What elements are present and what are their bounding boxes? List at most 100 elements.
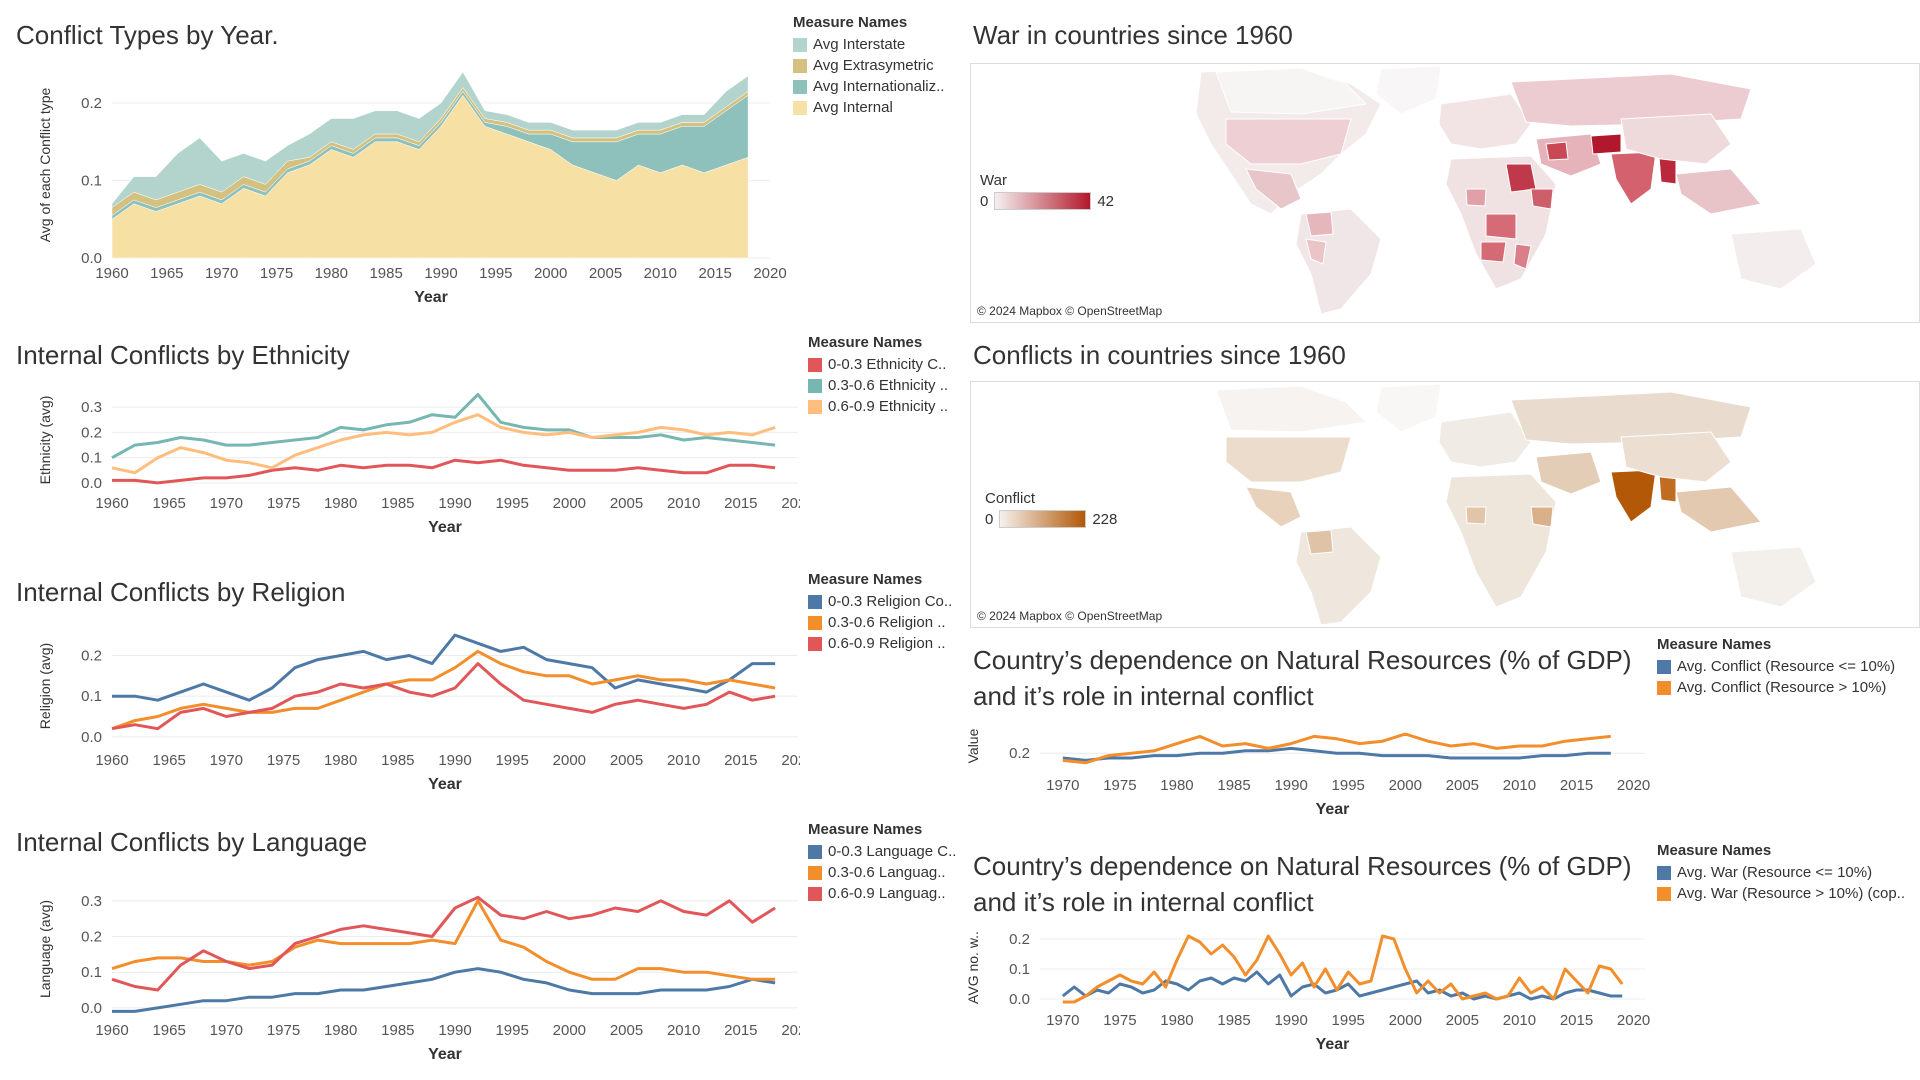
- x-tick-label: 2015: [1560, 1012, 1593, 1029]
- conflict-map-panel: Conflicts in countries since 1960 Confli…: [965, 330, 1920, 630]
- map-country-southeast-asia: [1675, 486, 1762, 533]
- x-axis-label: Year: [1316, 1036, 1350, 1053]
- x-tick-label: 2000: [553, 495, 586, 512]
- x-tick-label: 1985: [381, 495, 414, 512]
- legend-min: 0: [980, 192, 989, 210]
- legend-item[interactable]: 0.6-0.9 Ethnicity ..: [808, 396, 948, 417]
- y-tick-label: 0.1: [1009, 961, 1030, 978]
- ethnicity-chart[interactable]: 0.0 0.1 0.2 0.3 1960 1965 1970 1975 1980 1985 1990…: [0, 330, 800, 570]
- legend-item[interactable]: Avg. Conflict (Resource <= 10%): [1657, 656, 1895, 677]
- legend-item[interactable]: 0-0.3 Ethnicity C..: [808, 354, 948, 375]
- x-tick-label: 1970: [205, 265, 238, 282]
- legend-label: Avg Internal: [813, 99, 893, 116]
- x-tick-label: 1995: [479, 265, 512, 282]
- legend-item[interactable]: 0.3-0.6 Religion ..: [808, 612, 952, 633]
- map-country-mexico: [1245, 486, 1302, 528]
- legend-item-internal[interactable]: Avg Internal: [793, 97, 944, 118]
- resource-war-chart[interactable]: 0.0 0.1 0.2 1970 1975 1980 1985 1990 1995 2000 200…: [965, 840, 1655, 1080]
- map-country-colombia: [1305, 211, 1334, 237]
- legend-label: 0.3-0.6 Religion ..: [828, 614, 946, 631]
- x-tick-label: 2000: [553, 1022, 586, 1039]
- y-tick-label: 0.1: [81, 688, 102, 705]
- line-series: [111, 393, 776, 460]
- legend-item[interactable]: 0.3-0.6 Languag..: [808, 862, 956, 883]
- chart-title: Internal Conflicts by Religion: [16, 577, 346, 607]
- map-country-canada: [1215, 67, 1368, 115]
- y-tick-label: 0.2: [81, 95, 102, 112]
- conflict-map[interactable]: Conflict 0 228 © 2024 Mapbox © OpenStree…: [970, 381, 1920, 628]
- chart-legend: Measure Names Avg Interstate Avg Extrasy…: [793, 14, 944, 118]
- religion-chart[interactable]: 0.0 0.1 0.2 1960 1965 1970 1975 1980 1985 1990 199…: [0, 565, 800, 815]
- legend-max: 228: [1092, 510, 1118, 528]
- x-tick-label: 2020: [781, 495, 800, 512]
- legend-item[interactable]: 0-0.3 Religion Co..: [808, 591, 952, 612]
- x-tick-label: 2015: [724, 1022, 757, 1039]
- y-tick-label: 0.2: [1009, 745, 1030, 762]
- line-series: [111, 662, 776, 731]
- x-tick-label: 1985: [381, 752, 414, 769]
- map-country-mozambique: [1513, 243, 1532, 270]
- x-tick-label: 2010: [667, 495, 700, 512]
- legend-item[interactable]: 0-0.3 Language C..: [808, 841, 956, 862]
- legend-label: 0.6-0.9 Languag..: [828, 885, 946, 902]
- x-tick-label: 2005: [1446, 1012, 1479, 1029]
- line-series: [112, 458, 776, 485]
- legend-swatch: [808, 636, 822, 651]
- legend-label: Avg Internationaliz..: [813, 78, 945, 95]
- legend-item[interactable]: Avg. War (Resource <= 10%): [1657, 862, 1905, 883]
- legend-item-internationalized[interactable]: Avg Internationaliz..: [793, 76, 944, 97]
- map-country-angola: [1480, 241, 1507, 263]
- legend-title: Conflict: [985, 490, 1036, 507]
- x-tick-label: 1980: [1160, 1012, 1193, 1029]
- x-tick-label: 1965: [152, 752, 185, 769]
- legend-item[interactable]: Avg. Conflict (Resource > 10%): [1657, 677, 1895, 698]
- map-credit[interactable]: © 2024 Mapbox © OpenStreetMap: [977, 609, 1163, 623]
- legend-item-extrasymetric[interactable]: Avg Extrasymetric: [793, 55, 944, 76]
- legend-item[interactable]: Avg. War (Resource > 10%) (cop..: [1657, 883, 1905, 904]
- x-tick-label: 2000: [553, 752, 586, 769]
- x-tick-label: 1960: [95, 495, 128, 512]
- legend-label: Avg. War (Resource <= 10%): [1677, 864, 1873, 881]
- map-credit[interactable]: © 2024 Mapbox © OpenStreetMap: [977, 304, 1163, 318]
- y-tick-label: 0.1: [81, 964, 102, 981]
- war-map[interactable]: War 0 42 © 2024 Mapbox © OpenStreetMap: [970, 63, 1920, 323]
- y-tick-label: 0.0: [81, 250, 102, 267]
- legend-swatch: [793, 37, 807, 52]
- chart-title: Conflict Types by Year.: [16, 20, 279, 50]
- language-chart[interactable]: 0.0 0.1 0.2 0.3 1960 1965 1970 1975 1980 1985 1990…: [0, 815, 800, 1080]
- legend-label: 0.3-0.6 Ethnicity ..: [828, 377, 949, 394]
- ethnicity-panel: Internal Conflicts by Ethnicity 0.0 0.1 0.…: [0, 330, 960, 570]
- x-axis-label: Year: [428, 519, 462, 536]
- map-country-southeast-asia: [1675, 168, 1762, 215]
- x-tick-label: 2000: [1389, 777, 1422, 794]
- legend-item[interactable]: 0.6-0.9 Languag..: [808, 883, 956, 904]
- y-tick-label: 0.3: [81, 893, 102, 910]
- legend-item[interactable]: 0.3-0.6 Ethnicity ..: [808, 375, 948, 396]
- map-country-india: [1610, 469, 1657, 523]
- y-tick-label: 0.0: [81, 1000, 102, 1017]
- x-tick-label: 1995: [495, 752, 528, 769]
- conflict-types-chart[interactable]: 0.0 0.1 0.2 1960 1965 1970 1975 1980 1985 1990 199…: [0, 0, 790, 320]
- y-axis-label: Avg of each Conflict type: [37, 87, 53, 242]
- legend-label: Avg Extrasymetric: [813, 57, 934, 74]
- x-axis-label: Year: [414, 289, 448, 306]
- line-series: [1061, 970, 1623, 1001]
- line-series: [1062, 746, 1611, 762]
- legend-swatch: [808, 615, 822, 630]
- map-country-europe: [1438, 93, 1532, 150]
- legend-item[interactable]: 0.6-0.9 Religion ..: [808, 633, 952, 654]
- x-tick-label: 1995: [1332, 1012, 1365, 1029]
- x-tick-label: 1990: [438, 495, 471, 512]
- x-tick-label: 2020: [1617, 1012, 1650, 1029]
- chart-title: Country’s dependence on Natural Resource…: [973, 645, 1632, 711]
- legend-swatch: [808, 886, 822, 901]
- map-country-iraq: [1545, 141, 1569, 161]
- chart-legend: Measure Names 0-0.3 Language C.. 0.3-0.6…: [808, 821, 956, 904]
- x-tick-label: 2010: [667, 752, 700, 769]
- x-tick-label: 1965: [150, 265, 183, 282]
- legend-title: Measure Names: [1657, 636, 1772, 653]
- legend-item-interstate[interactable]: Avg Interstate: [793, 34, 944, 55]
- resource-conflict-chart[interactable]: 0.2 1970 1975 1980 1985 1990 1995 2000 2005 2010 2…: [965, 630, 1655, 840]
- map-country-ethiopia: [1530, 506, 1554, 528]
- x-tick-label: 2015: [724, 495, 757, 512]
